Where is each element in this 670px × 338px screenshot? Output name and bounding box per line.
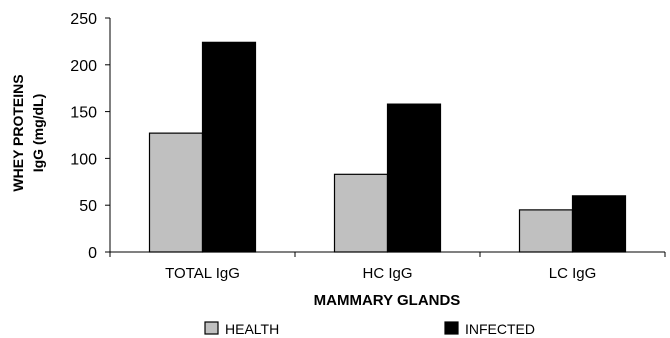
x-category-label: TOTAL IgG	[165, 265, 240, 282]
y-tick-label: 200	[70, 58, 97, 75]
legend: HEALTH INFECTED	[204, 321, 535, 337]
x-category-label: HC IgG	[362, 265, 412, 282]
y-tick-label: 150	[70, 105, 97, 122]
y-tick-label: 50	[79, 198, 97, 215]
bar-infected-1	[201, 41, 257, 253]
x-category-label: LC IgG	[549, 265, 597, 282]
bar-health-1	[148, 132, 204, 253]
bar-infected-3	[571, 195, 627, 253]
y-axis-title-line-2: IgG (mg/dL)	[30, 94, 46, 173]
x-axis-ticks: TOTAL IgG HC IgG LC IgG	[109, 252, 666, 282]
y-tick-label: 250	[70, 11, 97, 28]
legend-swatch-health	[204, 321, 219, 335]
x-axis-title: MAMMARY GLANDS	[314, 292, 461, 309]
y-axis-title: WHEY PROTEINS IgG (mg/dL)	[10, 74, 46, 191]
bar-health-2	[333, 173, 389, 253]
y-tick-label: 100	[70, 151, 97, 168]
y-axis-title-line-1: WHEY PROTEINS	[10, 74, 26, 191]
y-axis-ticks: 0 50 100 150 200 250	[70, 11, 110, 262]
bar-infected-2	[386, 103, 442, 253]
legend-label-health: HEALTH	[225, 321, 279, 337]
legend-swatch-infected	[444, 321, 459, 335]
legend-label-infected: INFECTED	[465, 321, 535, 337]
bar-health-3	[518, 209, 574, 253]
y-tick-label: 0	[88, 245, 97, 262]
bars	[148, 41, 627, 253]
